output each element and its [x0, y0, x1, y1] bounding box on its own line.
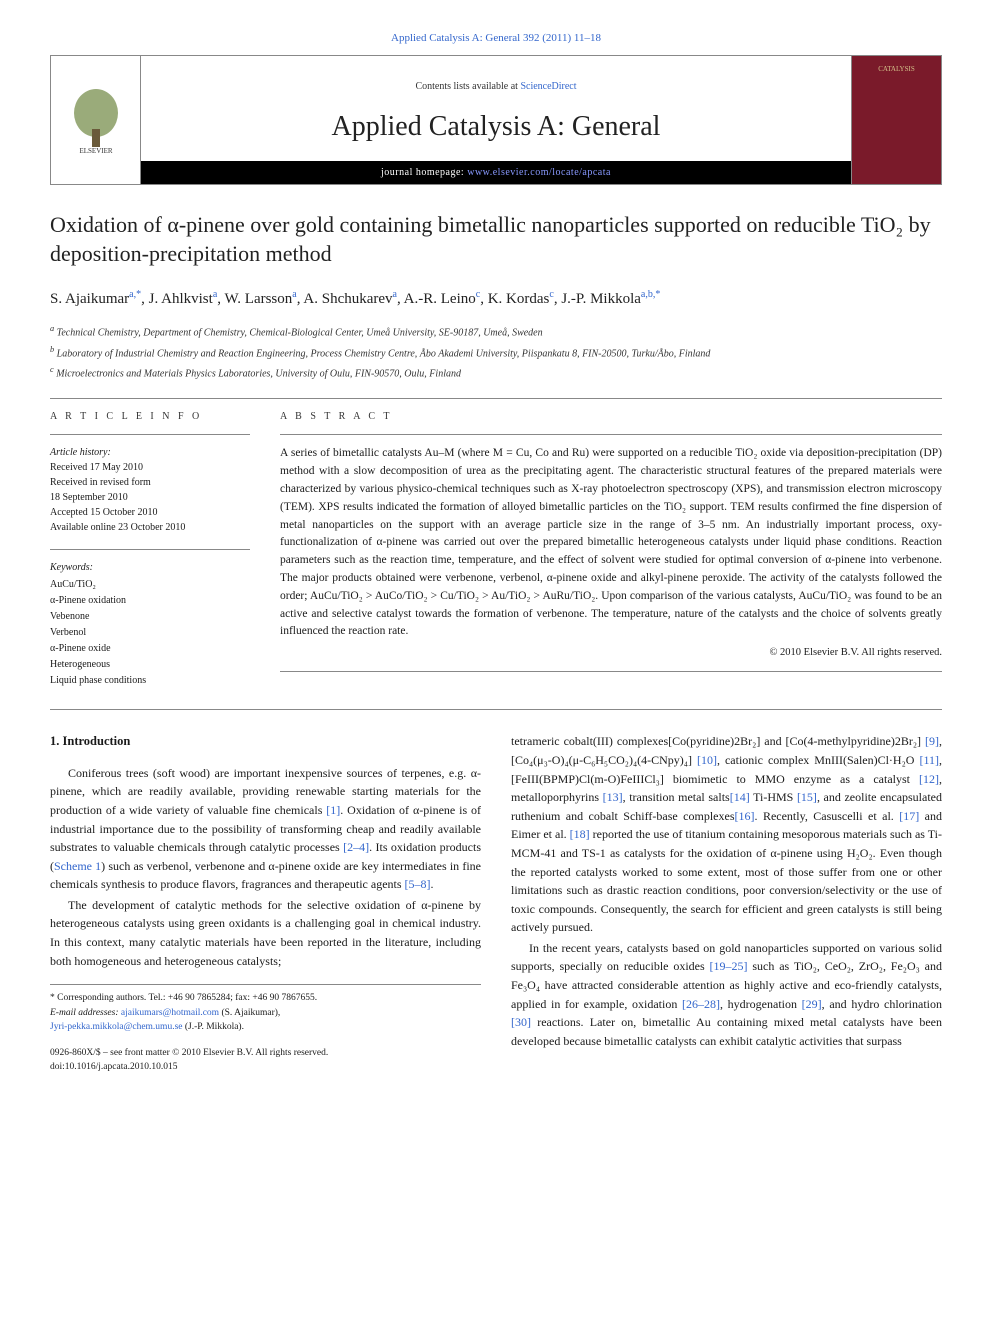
corresponding-footnote: * Corresponding authors. Tel.: +46 90 78…: [50, 984, 481, 1034]
body-right-column: tetrameric cobalt(III) complexes[Co(pyri…: [511, 732, 942, 1074]
body-left-column: 1. Introduction Coniferous trees (soft w…: [50, 732, 481, 1074]
section-heading: 1. Introduction: [50, 732, 481, 751]
doi-line: doi:10.1016/j.apcata.2010.10.015: [50, 1060, 481, 1074]
keyword: Vebenone: [50, 609, 250, 625]
divider: [280, 434, 942, 435]
history-item: Accepted 15 October 2010: [50, 505, 250, 520]
email-line: E-mail addresses: ajaikumars@hotmail.com…: [50, 1006, 481, 1020]
keyword: α-Pinene oxide: [50, 641, 250, 657]
divider: [50, 549, 250, 550]
article-history: Article history: Received 17 May 2010 Re…: [50, 445, 250, 535]
keyword: AuCu/TiO₂: [50, 577, 250, 593]
top-citation: Applied Catalysis A: General 392 (2011) …: [50, 30, 942, 47]
contents-line: Contents lists available at ScienceDirec…: [415, 79, 576, 94]
affiliation-c: c Microelectronics and Materials Physics…: [50, 363, 942, 382]
contents-prefix: Contents lists available at: [415, 81, 520, 92]
abstract-text: A series of bimetallic catalysts Au–M (w…: [280, 445, 942, 641]
history-item: Available online 23 October 2010: [50, 520, 250, 535]
affiliation-a: a Technical Chemistry, Department of Che…: [50, 322, 942, 341]
journal-cover-thumbnail: CATALYSIS: [851, 56, 941, 184]
keyword: Liquid phase conditions: [50, 673, 250, 689]
history-item: 18 September 2010: [50, 490, 250, 505]
history-item: Received in revised form: [50, 475, 250, 490]
info-abstract-row: A R T I C L E I N F O Article history: R…: [50, 409, 942, 689]
cover-label: CATALYSIS: [878, 64, 914, 75]
homepage-prefix: journal homepage:: [381, 167, 467, 178]
email-line-2: Jyri-pekka.mikkola@chem.umu.se (J.-P. Mi…: [50, 1020, 481, 1034]
email-name: (S. Ajaikumar),: [219, 1008, 280, 1018]
homepage-bar: journal homepage: www.elsevier.com/locat…: [141, 161, 851, 184]
keyword: Verbenol: [50, 625, 250, 641]
keywords-list: AuCu/TiO₂ α-Pinene oxidation Vebenone Ve…: [50, 577, 250, 689]
abstract-heading: A B S T R A C T: [280, 409, 942, 424]
divider: [50, 398, 942, 399]
header-center: Contents lists available at ScienceDirec…: [141, 56, 851, 184]
history-label: Article history:: [50, 445, 250, 460]
body-paragraph: tetrameric cobalt(III) complexes[Co(pyri…: [511, 732, 942, 937]
divider: [50, 434, 250, 435]
email-link[interactable]: Jyri-pekka.mikkola@chem.umu.se: [50, 1022, 182, 1032]
body-paragraph: In the recent years, catalysts based on …: [511, 939, 942, 1051]
issn-line: 0926-860X/$ – see front matter © 2010 El…: [50, 1046, 481, 1060]
affiliation-b: b Laboratory of Industrial Chemistry and…: [50, 343, 942, 362]
sciencedirect-link[interactable]: ScienceDirect: [520, 81, 576, 92]
article-title: Oxidation of α-pinene over gold containi…: [50, 210, 942, 269]
journal-header: ELSEVIER Contents lists available at Sci…: [50, 55, 942, 185]
divider: [280, 671, 942, 672]
copyright-line: © 2010 Elsevier B.V. All rights reserved…: [280, 645, 942, 661]
affiliations: a Technical Chemistry, Department of Che…: [50, 322, 942, 382]
corresponding-text: * Corresponding authors. Tel.: +46 90 78…: [50, 991, 481, 1005]
body-paragraph: The development of catalytic methods for…: [50, 896, 481, 970]
keywords-heading: Keywords:: [50, 560, 250, 575]
authors-list: S. Ajaikumara,*, J. Ahlkvista, W. Larsso…: [50, 287, 942, 311]
history-item: Received 17 May 2010: [50, 460, 250, 475]
email-label: E-mail addresses:: [50, 1008, 121, 1018]
svg-text:ELSEVIER: ELSEVIER: [79, 147, 112, 155]
journal-name: Applied Catalysis A: General: [332, 106, 661, 148]
info-heading: A R T I C L E I N F O: [50, 409, 250, 424]
body-two-column: 1. Introduction Coniferous trees (soft w…: [50, 732, 942, 1074]
keyword: α-Pinene oxidation: [50, 593, 250, 609]
body-paragraph: Coniferous trees (soft wood) are importa…: [50, 764, 481, 894]
tree-icon: ELSEVIER: [66, 85, 126, 155]
divider: [50, 709, 942, 710]
article-info-column: A R T I C L E I N F O Article history: R…: [50, 409, 250, 689]
elsevier-logo: ELSEVIER: [51, 56, 141, 184]
email-name: (J.-P. Mikkola).: [182, 1022, 244, 1032]
keyword: Heterogeneous: [50, 657, 250, 673]
email-link[interactable]: ajaikumars@hotmail.com: [121, 1008, 219, 1018]
abstract-column: A B S T R A C T A series of bimetallic c…: [280, 409, 942, 689]
doi-block: 0926-860X/$ – see front matter © 2010 El…: [50, 1046, 481, 1075]
homepage-link[interactable]: www.elsevier.com/locate/apcata: [467, 167, 611, 178]
